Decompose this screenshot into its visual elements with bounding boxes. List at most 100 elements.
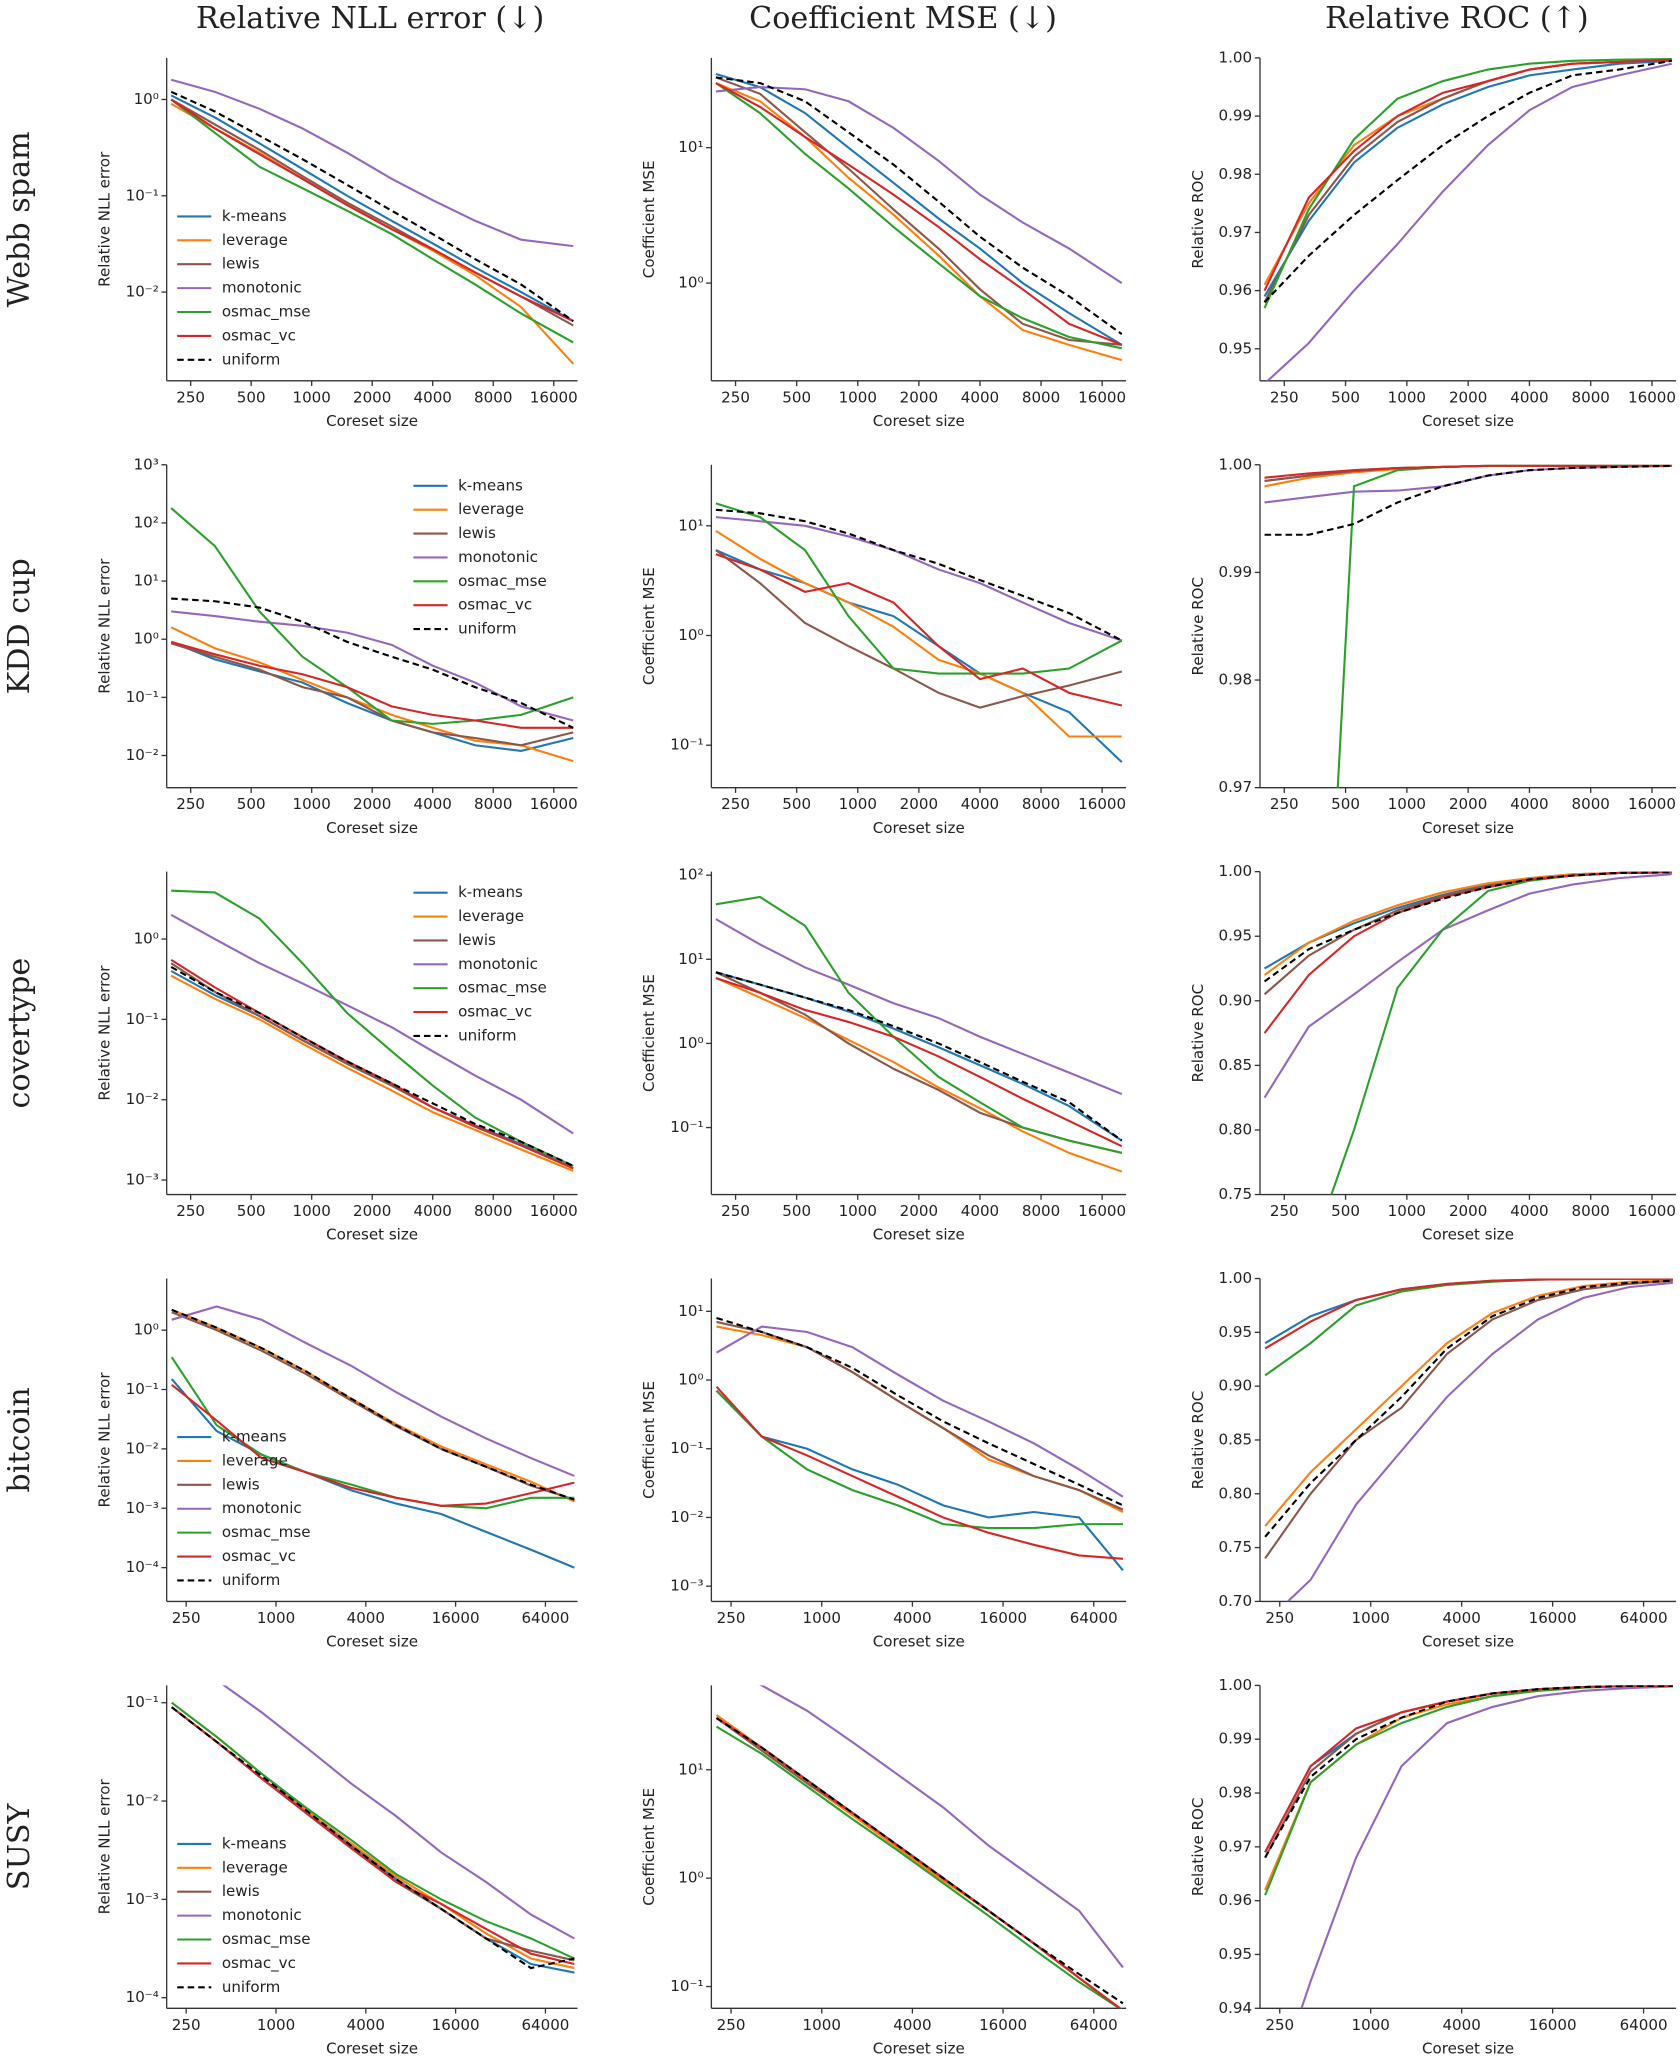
x-tick-label: 1000	[292, 795, 330, 813]
lines	[715, 502, 1123, 763]
y-axis-label: Relative NLL error	[96, 151, 114, 287]
series-line	[170, 640, 574, 729]
y-tick-label: 10¹	[678, 1760, 703, 1778]
x-tick-label: 4000	[893, 2016, 931, 2034]
y-tick-label: 0.97	[1219, 778, 1253, 796]
x-tick-label: 16000	[1529, 2016, 1577, 2034]
series-line	[1264, 1279, 1673, 1559]
y-tick-label: 0.80	[1219, 1484, 1253, 1502]
y-tick-label: 1.00	[1219, 862, 1253, 880]
series-line	[170, 640, 574, 752]
x-tick-label: 64000	[1620, 2016, 1668, 2034]
y-tick-label: 10⁻¹	[670, 1118, 703, 1136]
y-tick-label: 0.98	[1219, 1784, 1253, 1802]
legend-label: leverage	[458, 907, 524, 925]
x-tick-label: 500	[1331, 388, 1360, 406]
y-tick-label: 0.97	[1219, 1837, 1253, 1855]
legend-label: monotonic	[222, 1499, 302, 1517]
series-line	[1264, 1685, 1673, 1891]
x-tick-label: 64000	[521, 1609, 569, 1627]
series-line	[171, 1308, 575, 1503]
subplot: 250 500 1000 2000 4000 8000 16000 10⁰ 10⁻¹ 10⁻² 10…	[96, 871, 578, 1244]
y-axis-label: Relative ROC	[1189, 170, 1207, 268]
y-tick-label: 10⁻¹	[126, 1693, 159, 1711]
x-tick-label: 250	[172, 2016, 201, 2034]
series-line	[715, 895, 1123, 1154]
legend-label: k-means	[222, 1834, 287, 1852]
y-axis-label: Relative ROC	[1189, 1798, 1207, 1896]
y-tick-label: 10¹	[678, 516, 703, 534]
x-axis-label: Coreset size	[326, 1633, 418, 1651]
series-line	[170, 78, 574, 248]
series-line	[715, 82, 1123, 362]
legend-label: osmac_vc	[458, 1003, 532, 1022]
series-line	[1263, 871, 1672, 1034]
y-tick-label: 10⁰	[134, 1321, 159, 1339]
subplot: 250 1000 4000 16000 64000 0.70 0.75 0.80 0.85 0.9…	[1189, 1269, 1677, 1651]
y-tick-label: 0.94	[1219, 1999, 1253, 2017]
series-line	[715, 1725, 1122, 2009]
y-axis-label: Coefficient MSE	[640, 974, 658, 1092]
series-line	[170, 965, 574, 1167]
legend-label: monotonic	[458, 548, 538, 566]
legend-label: k-means	[458, 883, 523, 901]
subplot: 250 1000 4000 16000 64000 10⁻¹ 10⁻² 10⁻³ 10⁻⁴ Cor…	[96, 1685, 578, 2057]
y-tick-label: 0.99	[1219, 563, 1253, 581]
series-line	[715, 86, 1123, 284]
x-tick-label: 8000	[1022, 1202, 1060, 1220]
y-tick-label: 10⁻¹	[126, 688, 159, 706]
series-line	[1264, 1279, 1673, 1538]
subplot: 250 1000 4000 16000 64000 0.94 0.95 0.96 0.97 0.9…	[1189, 1676, 1677, 2057]
x-axis-label: Coreset size	[326, 2039, 418, 2057]
x-axis-label: Coreset size	[873, 412, 965, 430]
series-line	[715, 976, 1123, 1148]
column-title: Relative NLL error (↓)	[196, 1, 544, 36]
y-tick-label: 10⁻¹	[670, 1977, 703, 1995]
series-line	[1286, 1281, 1673, 1602]
x-tick-label: 4000	[1510, 1202, 1548, 1220]
x-tick-label: 250	[1270, 388, 1299, 406]
series-line	[715, 76, 1123, 335]
lines	[715, 895, 1123, 1173]
lines	[715, 1685, 1124, 2009]
series-line	[715, 1325, 1124, 1498]
x-tick-label: 8000	[474, 795, 512, 813]
x-tick-label: 4000	[1510, 795, 1548, 813]
y-tick-label: 10²	[134, 513, 159, 531]
x-tick-label: 1000	[257, 1609, 295, 1627]
x-tick-label: 4000	[1442, 1609, 1480, 1627]
legend: k-means leverage lewis monotonic osmac_mseos…	[177, 207, 310, 368]
legend-label: k-means	[222, 207, 287, 225]
x-tick-label: 16000	[1078, 388, 1126, 406]
series-line	[171, 1305, 575, 1477]
legend-label: leverage	[458, 500, 524, 518]
series-line	[170, 98, 574, 344]
y-axis-label: Coefficient MSE	[640, 1381, 658, 1499]
legend-label: osmac_vc	[458, 596, 532, 615]
x-axis-label: Coreset size	[326, 412, 418, 430]
column-title: Relative ROC (↑)	[1325, 1, 1588, 36]
y-axis-label: Relative NLL error	[96, 1372, 114, 1508]
x-tick-label: 64000	[521, 2016, 569, 2034]
series-line	[715, 1717, 1122, 2009]
y-tick-label: 0.99	[1219, 1730, 1253, 1748]
x-tick-label: 4000	[414, 388, 452, 406]
y-tick-label: 0.75	[1219, 1185, 1253, 1203]
x-tick-label: 2000	[1449, 795, 1487, 813]
x-tick-label: 8000	[1022, 795, 1060, 813]
y-tick-label: 1.00	[1219, 455, 1253, 473]
subplot: 250 1000 4000 16000 64000 10⁰ 10⁻¹ 10⁻² 10⁻³ 10⁻⁴…	[96, 1278, 578, 1651]
x-tick-label: 1000	[803, 2016, 841, 2034]
y-tick-label: 0.95	[1219, 1945, 1253, 1963]
series-line	[715, 76, 1122, 346]
lines	[171, 1685, 575, 1974]
y-tick-label: 1.00	[1219, 1676, 1253, 1694]
y-tick-label: 0.80	[1219, 1120, 1253, 1138]
x-tick-label: 1000	[1352, 2016, 1390, 2034]
legend-label: uniform	[458, 1026, 516, 1044]
lines	[715, 1316, 1124, 1571]
y-tick-label: 10⁰	[678, 1034, 703, 1052]
x-tick-label: 64000	[1070, 2016, 1118, 2034]
lines	[170, 78, 575, 365]
y-tick-label: 10⁰	[678, 626, 703, 644]
